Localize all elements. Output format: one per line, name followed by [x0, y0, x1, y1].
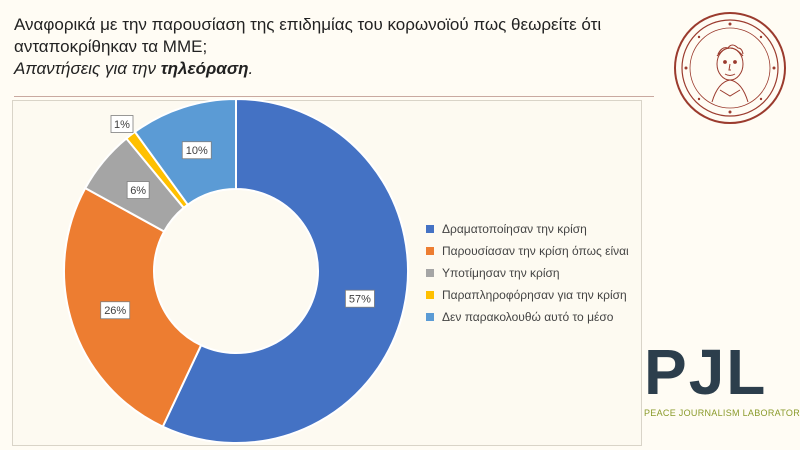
title-line-2: ανταποκρίθηκαν τα ΜΜΕ;: [14, 37, 208, 56]
data-label-2: 26%: [104, 305, 126, 317]
data-label-5: 10%: [186, 145, 208, 157]
legend-item-4: Παραπληροφόρησαν για την κρίση: [426, 284, 629, 306]
subtitle-prefix: Απαντήσεις για την: [14, 59, 161, 78]
data-label-3: 6%: [130, 185, 146, 197]
legend-label: Υποτίμησαν την κρίση: [442, 266, 560, 280]
pjl-name: PEACE JOURNALISM LABORATORY: [644, 408, 800, 418]
data-label-1: 57%: [349, 294, 371, 306]
legend-label: Παραπληροφόρησαν για την κρίση: [442, 288, 627, 302]
chart-legend: Δραματοποίησαν την κρίση Παρουσίασαν την …: [426, 218, 629, 328]
legend-label: Παρουσίασαν την κρίση όπως είναι: [442, 244, 629, 258]
legend-swatch: [426, 269, 434, 277]
title-line-1: Αναφορικά με την παρουσίαση της επιδημία…: [14, 15, 602, 34]
legend-label: Δραματοποίησαν την κρίση: [442, 222, 587, 236]
data-label-box-1: [345, 289, 375, 308]
donut-slice-2: [63, 186, 203, 428]
page-title: Αναφορικά με την παρουσίαση της επιδημία…: [14, 14, 654, 80]
pjl-logo: PJL PEACE JOURNALISM LABORATORY: [644, 336, 800, 430]
legend-swatch: [426, 313, 434, 321]
data-label-4: 1%: [114, 119, 130, 131]
legend-swatch: [426, 291, 434, 299]
data-label-box-4: [110, 115, 134, 133]
data-label-box-3: [126, 181, 150, 199]
legend-label: Δεν παρακολουθώ αυτό το μέσο: [442, 310, 614, 324]
data-label-box-2: [100, 301, 131, 320]
data-label-box-5: [181, 141, 212, 160]
legend-swatch: [426, 247, 434, 255]
legend-swatch: [426, 225, 434, 233]
legend-item-1: Δραματοποίησαν την κρίση: [426, 218, 629, 240]
university-seal-icon: [672, 10, 788, 126]
legend-item-5: Δεν παρακολουθώ αυτό το μέσο: [426, 306, 629, 328]
subtitle: Απαντήσεις για την τηλεόραση.: [14, 58, 654, 80]
pjl-mark: PJL: [644, 336, 768, 408]
subtitle-suffix: .: [248, 59, 254, 78]
title-divider: [14, 96, 654, 97]
subtitle-emphasis: τηλεόραση: [160, 59, 249, 78]
legend-item-2: Παρουσίασαν την κρίση όπως είναι: [426, 240, 629, 262]
legend-item-3: Υποτίμησαν την κρίση: [426, 262, 629, 284]
donut-slice-1: [161, 97, 410, 444]
